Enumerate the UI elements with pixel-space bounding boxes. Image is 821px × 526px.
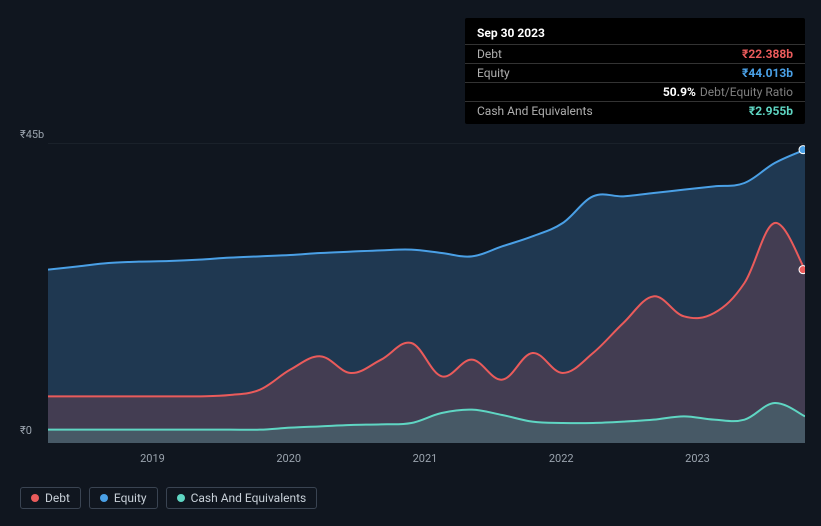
tooltip-row: Equity ₹44.013b [465,63,805,82]
tooltip-date: Sep 30 2023 [465,22,805,44]
tooltip-row-label: Debt [477,47,502,61]
area-chart[interactable] [48,143,805,443]
chart-tooltip: Sep 30 2023 Debt ₹22.388b Equity ₹44.013b 50… [465,18,805,124]
legend-label: Debt [45,491,70,505]
legend-item[interactable]: Debt [20,487,81,509]
y-axis-label-min: ₹0 [20,424,32,437]
legend-item[interactable]: Equity [89,487,158,509]
tooltip-row-value: ₹22.388b [742,47,793,61]
x-tick: 2019 [140,452,165,465]
legend-dot-icon [177,494,185,502]
chart-legend: Debt Equity Cash And Equivalents [20,487,317,509]
series-marker [799,266,805,274]
legend-label: Equity [114,491,147,505]
tooltip-row: Cash And Equivalents ₹2.955b [465,101,805,120]
tooltip-row-value: 50.9%Debt/Equity Ratio [663,85,793,99]
x-tick: 2020 [276,452,301,465]
legend-dot-icon [100,494,108,502]
tooltip-row-value: ₹44.013b [742,66,793,80]
tooltip-row-label: Cash And Equivalents [477,104,593,118]
x-tick: 2021 [413,452,438,465]
legend-label: Cash And Equivalents [191,491,307,505]
tooltip-row: Debt ₹22.388b [465,44,805,63]
x-tick: 2023 [685,452,710,465]
chart-svg [48,143,805,443]
legend-item[interactable]: Cash And Equivalents [166,487,318,509]
x-axis: 2019 2020 2021 2022 2023 [48,452,805,472]
tooltip-row-value: ₹2.955b [749,104,793,118]
tooltip-row-label: Equity [477,66,510,80]
tooltip-row: 50.9%Debt/Equity Ratio [465,82,805,101]
series-marker [799,146,805,154]
x-tick: 2022 [549,452,574,465]
y-axis-label-max: ₹45b [20,128,44,141]
legend-dot-icon [31,494,39,502]
